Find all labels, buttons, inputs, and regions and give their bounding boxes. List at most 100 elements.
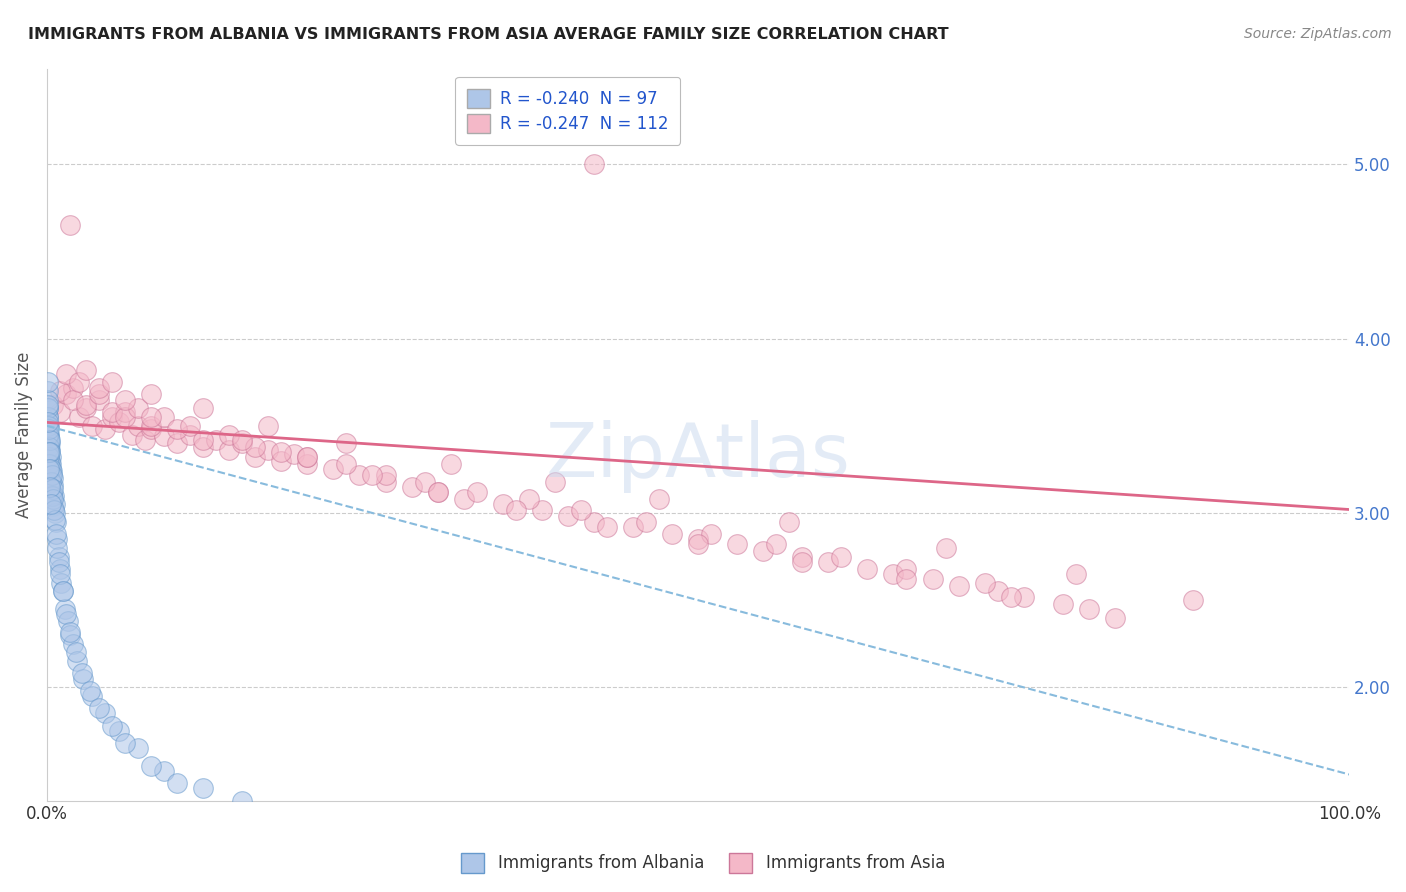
Point [361, 467, 384, 482]
Point [139, 418, 162, 433]
Point [46, 541, 69, 555]
Point [38, 467, 60, 482]
Point [114, 410, 136, 425]
Point [51, 584, 73, 599]
Point [42, 499, 65, 513]
Point [648, 491, 671, 506]
Point [37, 427, 59, 442]
Point [153, 410, 176, 425]
Point [44, 506, 66, 520]
Point [179, 427, 201, 442]
Point [55, 387, 77, 401]
Point [1052, 597, 1074, 611]
Point [38, 433, 60, 447]
Point [127, 741, 149, 756]
Point [46, 532, 69, 546]
Point [55, 367, 77, 381]
Point [75, 398, 97, 412]
Point [700, 527, 723, 541]
Point [166, 776, 188, 790]
Point [37, 401, 59, 416]
Point [48, 555, 70, 569]
Point [193, 440, 215, 454]
Point [817, 555, 839, 569]
Text: IMMIGRANTS FROM ALBANIA VS IMMIGRANTS FROM ASIA AVERAGE FAMILY SIZE CORRELATION : IMMIGRANTS FROM ALBANIA VS IMMIGRANTS FR… [28, 27, 949, 42]
Point [661, 527, 683, 541]
Point [153, 429, 176, 443]
Point [82, 689, 104, 703]
Point [245, 450, 267, 465]
Point [896, 562, 918, 576]
Point [37, 422, 59, 436]
Point [596, 520, 619, 534]
Point [270, 453, 292, 467]
Point [101, 719, 124, 733]
Point [101, 410, 124, 425]
Point [87, 701, 110, 715]
Point [41, 489, 63, 503]
Point [38, 433, 60, 447]
Point [39, 445, 62, 459]
Point [544, 475, 567, 489]
Point [426, 485, 449, 500]
Point [582, 157, 605, 171]
Point [62, 637, 84, 651]
Point [39, 475, 62, 489]
Point [517, 491, 540, 506]
Point [440, 457, 463, 471]
Point [42, 471, 65, 485]
Point [44, 497, 66, 511]
Point [38, 440, 60, 454]
Point [75, 363, 97, 377]
Text: Source: ZipAtlas.com: Source: ZipAtlas.com [1244, 27, 1392, 41]
Point [557, 509, 579, 524]
Point [65, 645, 87, 659]
Point [38, 462, 60, 476]
Point [114, 392, 136, 407]
Point [114, 405, 136, 419]
Point [134, 433, 156, 447]
Point [38, 450, 60, 465]
Point [48, 549, 70, 564]
Point [87, 380, 110, 394]
Point [38, 457, 60, 471]
Point [752, 544, 775, 558]
Point [1181, 593, 1204, 607]
Point [39, 457, 62, 471]
Point [257, 443, 280, 458]
Point [39, 436, 62, 450]
Point [453, 491, 475, 506]
Point [42, 478, 65, 492]
Point [792, 549, 814, 564]
Point [41, 467, 63, 482]
Point [38, 427, 60, 442]
Text: ZipAtlas: ZipAtlas [546, 420, 851, 493]
Point [231, 433, 253, 447]
Point [297, 450, 319, 465]
Point [270, 445, 292, 459]
Point [973, 575, 995, 590]
Point [634, 515, 657, 529]
Point [37, 376, 59, 390]
Point [37, 410, 59, 425]
Point [59, 219, 82, 233]
Point [51, 584, 73, 599]
Point [335, 436, 357, 450]
Point [686, 537, 709, 551]
Point [72, 672, 94, 686]
Point [349, 467, 371, 482]
Point [59, 624, 82, 639]
Point [121, 427, 143, 442]
Point [205, 433, 228, 447]
Point [374, 475, 396, 489]
Point [39, 475, 62, 489]
Point [621, 520, 644, 534]
Point [166, 422, 188, 436]
Point [59, 628, 82, 642]
Point [49, 567, 72, 582]
Point [792, 555, 814, 569]
Point [37, 418, 59, 433]
Point [37, 416, 59, 430]
Point [38, 440, 60, 454]
Point [70, 666, 93, 681]
